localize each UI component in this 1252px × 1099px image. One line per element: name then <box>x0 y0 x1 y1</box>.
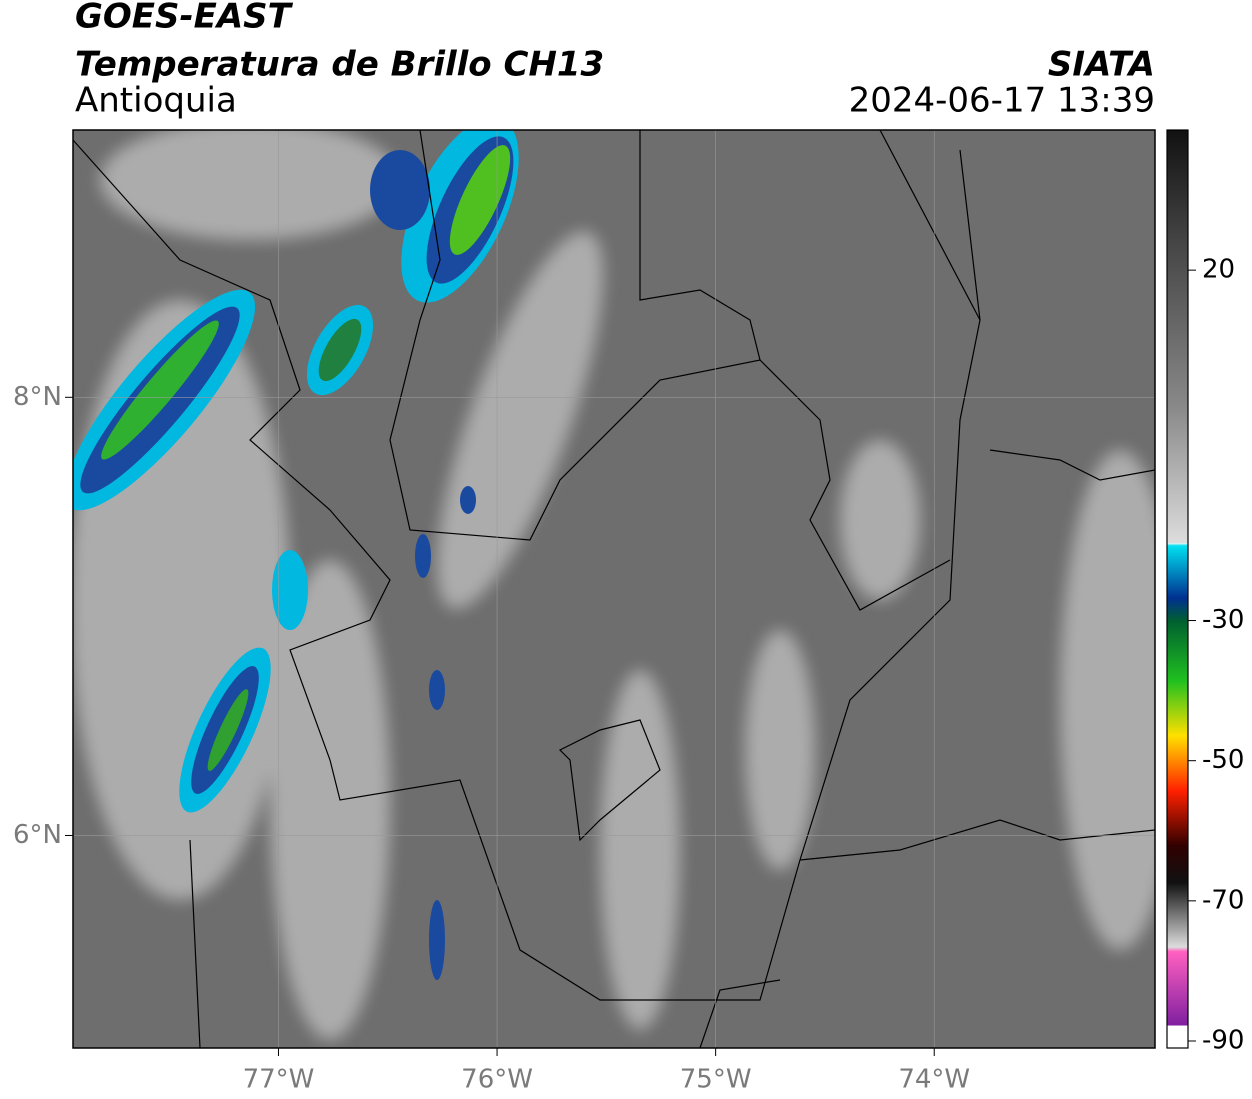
title: GOES-EAST <box>75 0 294 37</box>
x-tick-label: 76°W <box>461 1065 533 1095</box>
borders <box>73 130 1155 1048</box>
cold-clouds <box>73 130 519 980</box>
y-tick-label: 6°N <box>13 820 62 850</box>
colorbar-label: -90 <box>1202 1025 1244 1055</box>
colorbar-label: -30 <box>1202 605 1244 635</box>
colorbar <box>1166 129 1189 1049</box>
colorbar-label: -70 <box>1202 885 1244 915</box>
x-tick-label: 75°W <box>680 1065 752 1095</box>
region: Antioquia <box>75 81 237 121</box>
y-tick-label: 8°N <box>13 382 62 412</box>
map-frame <box>72 129 1156 1049</box>
source: SIATA <box>1048 45 1155 85</box>
subtitle: Temperatura de Brillo CH13 <box>75 45 604 85</box>
grid <box>73 130 1155 1048</box>
colorbar-label: -50 <box>1202 745 1244 775</box>
colorbar-label: 20 <box>1202 255 1235 285</box>
satellite-image <box>73 130 1155 1048</box>
x-tick-label: 74°W <box>898 1065 970 1095</box>
datetime: 2024-06-17 13:39 <box>849 81 1155 121</box>
x-tick-label: 77°W <box>243 1065 315 1095</box>
